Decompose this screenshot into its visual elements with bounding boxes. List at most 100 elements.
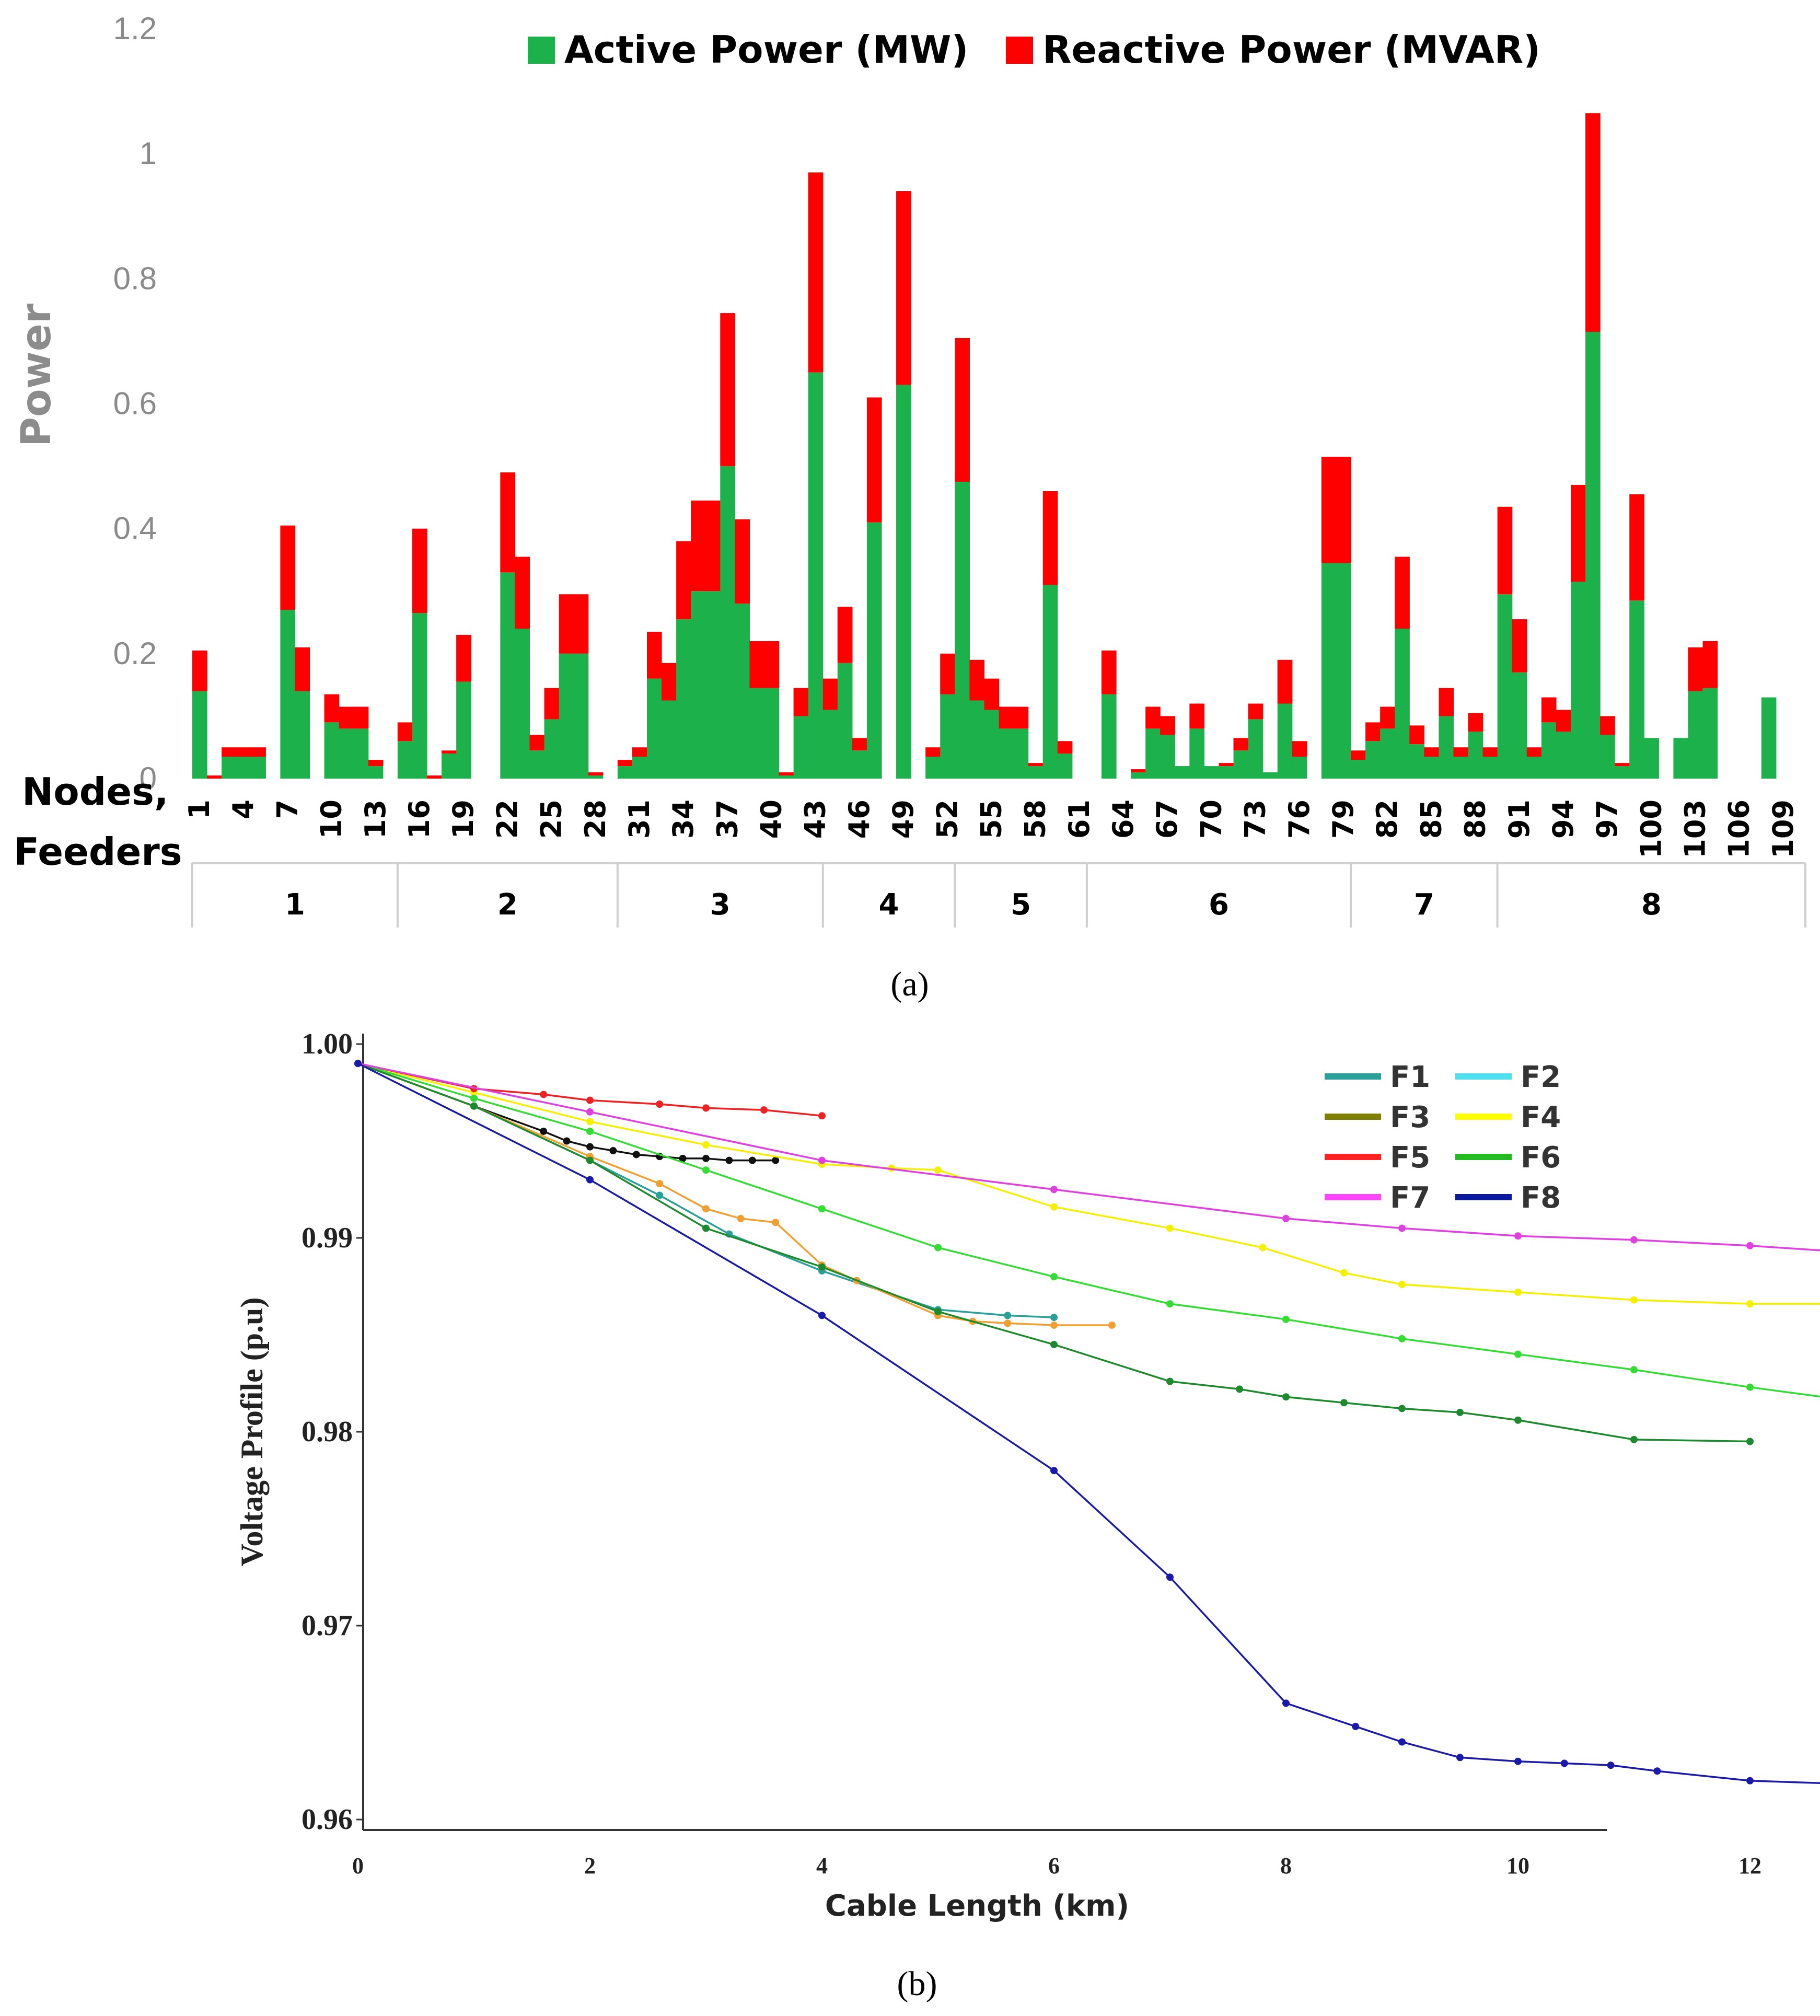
series-point-f4-12 (1398, 1281, 1406, 1289)
series-point-f6-2-2 (470, 1102, 478, 1110)
y-tick-label-0-2: 0.2 (113, 636, 157, 671)
legend-label-f7: F7 (1390, 1181, 1430, 1215)
feeder-label-7: 7 (1414, 888, 1434, 922)
series-point-f4-8 (1050, 1203, 1058, 1211)
series-point-f2-10 (702, 1154, 710, 1162)
bar-active-node-88 (1468, 732, 1483, 779)
x-tick-label-node-103: 103 (1679, 800, 1712, 859)
bar-active-node-73 (1248, 719, 1263, 779)
x-tick-label-node-109: 109 (1767, 800, 1800, 859)
bar-active-node-100 (1644, 738, 1659, 779)
bar-active-node-97 (1600, 735, 1615, 779)
series-point-f1-4 (656, 1191, 664, 1199)
series-point-f8-6 (1282, 1699, 1290, 1707)
bar-active-node-10 (324, 722, 340, 779)
bar-reactive-node-71 (1219, 763, 1234, 767)
series-point-f6-11 (1514, 1350, 1522, 1358)
bar-reactive-node-43 (808, 172, 824, 373)
bar-reactive-node-19 (456, 634, 471, 682)
x-tick-label-node-25: 25 (535, 800, 568, 839)
x-tick-label-node-43: 43 (799, 800, 832, 839)
panel-b-y-axis-title: Voltage Profile (p.u) (235, 1297, 269, 1567)
legend-label-active-power: Active Power (MW) (564, 28, 968, 72)
bar-active-node-81 (1365, 741, 1381, 779)
bar-active-node-4 (236, 757, 251, 779)
panel-a-x-axis-title-line2: Feeders (14, 830, 182, 874)
bar-active-node-30 (617, 766, 633, 779)
bar-reactive-node-82 (1380, 706, 1395, 729)
x-tick-label-node-31: 31 (623, 800, 656, 839)
bar-active-node-1 (192, 691, 207, 779)
y-tick-label-0-96: 0.96 (302, 1803, 353, 1836)
series-point-f2-13 (772, 1156, 780, 1164)
legend-swatch-reactive-power (1006, 37, 1033, 64)
bar-active-node-59 (1042, 585, 1058, 779)
panel-a-x-ticks: 1 4 7 10 13 16 19 22 25 28 31 34 37 40 43 46 49 52 55 58 61 6… (183, 800, 1800, 859)
bar-active-node-66 (1145, 728, 1161, 779)
series-point-f2-7 (632, 1151, 640, 1158)
bar-reactive-node-59 (1042, 491, 1058, 585)
series-point-f8-12 (1607, 1762, 1615, 1769)
series-point-f4-7 (934, 1166, 942, 1174)
series-point-f4-10 (1259, 1244, 1267, 1252)
bar-active-node-79 (1336, 563, 1351, 779)
series-point-f6-2-7 (1050, 1341, 1058, 1349)
bar-active-node-93 (1541, 722, 1557, 779)
bar-reactive-node-39 (749, 641, 765, 688)
x-tick-label-node-34: 34 (667, 800, 700, 839)
feeder-label-1: 1 (285, 888, 305, 922)
y-tick-label-1-00: 1.00 (302, 1028, 353, 1060)
bar-reactive-node-8 (295, 647, 310, 691)
bar-reactive-node-86 (1439, 688, 1454, 716)
series-point-f2-12 (748, 1156, 756, 1164)
legend-label-f2: F2 (1521, 1060, 1561, 1094)
bar-active-node-42 (793, 716, 809, 779)
series-point-f6-2-11 (1340, 1399, 1348, 1407)
series-point-f6-2 (470, 1094, 478, 1102)
y-tick-label-0-4: 0.4 (113, 511, 157, 546)
series-point-f5-3 (540, 1091, 548, 1098)
bar-reactive-node-42 (793, 688, 809, 716)
bar-reactive-node-66 (1145, 706, 1161, 729)
bar-reactive-node-57 (1013, 706, 1029, 729)
x-tick-label-node-49: 49 (887, 800, 920, 839)
bar-active-node-75 (1277, 703, 1293, 779)
x-tick-label-node-106: 106 (1723, 800, 1756, 859)
bar-reactive-node-12 (353, 706, 369, 729)
bar-reactive-node-72 (1233, 738, 1249, 751)
y-tick-label-0-98: 0.98 (302, 1416, 353, 1448)
series-line-f3 (357, 1062, 1112, 1326)
bar-active-node-41 (779, 775, 794, 779)
x-tick-label-node-67: 67 (1151, 800, 1184, 839)
bar-reactive-node-91 (1512, 619, 1527, 673)
series-point-f8-3 (818, 1312, 826, 1319)
bar-reactive-node-93 (1541, 697, 1557, 723)
bar-reactive-node-22 (500, 472, 515, 573)
bar-reactive-node-79 (1336, 457, 1351, 563)
series-point-f6-7 (1050, 1273, 1058, 1281)
series-line-f8 (357, 1062, 1820, 1785)
panel-b-legend: F1 F2 F3 F4 F5 F6 F7 F8 (1325, 1060, 1561, 1215)
bar-active-node-104 (1702, 688, 1718, 779)
bar-reactive-node-95 (1570, 484, 1586, 582)
panel-a-legend: Active Power (MW) Reactive Power (MVAR) (528, 28, 1540, 72)
x-tick-label-node-73: 73 (1239, 800, 1272, 839)
feeder-label-5: 5 (1011, 888, 1031, 922)
series-point-f5-5 (656, 1100, 664, 1108)
bar-reactive-node-47 (866, 397, 882, 523)
bar-active-node-98 (1615, 766, 1630, 779)
series-point-f7-5 (1282, 1214, 1290, 1222)
bar-reactive-node-41 (779, 772, 794, 776)
series-point-f6-2-4 (702, 1224, 710, 1232)
bar-reactive-node-31 (632, 747, 647, 757)
series-point-f3-14 (1108, 1321, 1116, 1329)
series-point-f2-6 (609, 1147, 617, 1155)
series-point-f6-2-12 (1398, 1405, 1406, 1412)
bar-active-node-72 (1233, 750, 1249, 779)
x-tick-label-node-28: 28 (579, 800, 612, 839)
series-point-f6-2-10 (1282, 1393, 1290, 1401)
series-point-f3-13 (1050, 1321, 1058, 1329)
bar-active-node-36 (705, 591, 721, 779)
bar-reactive-node-45 (837, 607, 853, 663)
